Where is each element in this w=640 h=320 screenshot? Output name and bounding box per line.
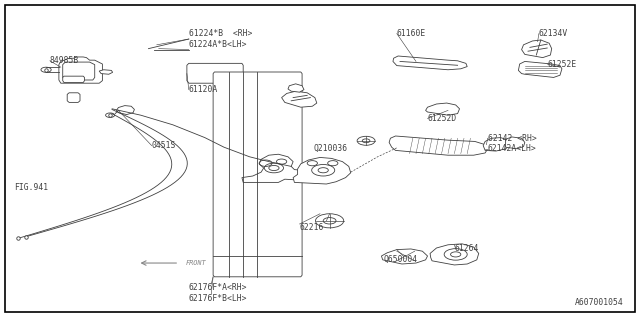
Text: 62176F*A<RH>: 62176F*A<RH> <box>189 284 247 292</box>
Polygon shape <box>518 61 562 77</box>
Text: 61224*B  <RH>: 61224*B <RH> <box>189 29 252 38</box>
Text: 62176F*B<LH>: 62176F*B<LH> <box>189 294 247 303</box>
Text: A607001054: A607001054 <box>575 298 624 307</box>
Polygon shape <box>67 93 80 102</box>
Polygon shape <box>63 62 95 80</box>
Polygon shape <box>242 154 306 182</box>
Text: 61160E: 61160E <box>397 29 426 38</box>
Polygon shape <box>522 40 552 58</box>
Text: Q210036: Q210036 <box>314 144 348 153</box>
Text: 62142A<LH>: 62142A<LH> <box>488 144 536 153</box>
Polygon shape <box>389 136 488 155</box>
Text: 62134V: 62134V <box>539 29 568 38</box>
Polygon shape <box>213 72 302 277</box>
Text: 84985B: 84985B <box>50 56 79 65</box>
Text: 61264: 61264 <box>454 244 479 253</box>
Text: 0451S: 0451S <box>152 141 176 150</box>
Polygon shape <box>99 70 113 74</box>
Polygon shape <box>282 91 317 107</box>
Polygon shape <box>430 244 479 265</box>
Text: 62216: 62216 <box>300 223 324 232</box>
Polygon shape <box>426 103 460 115</box>
Polygon shape <box>116 106 134 115</box>
Polygon shape <box>293 157 351 184</box>
Text: 61252E: 61252E <box>547 60 577 68</box>
Polygon shape <box>483 138 511 151</box>
Text: FRONT: FRONT <box>186 260 206 266</box>
Text: 62142 <RH>: 62142 <RH> <box>488 134 536 143</box>
Polygon shape <box>187 63 243 83</box>
Polygon shape <box>506 137 525 149</box>
Polygon shape <box>288 84 304 92</box>
Text: 61120A: 61120A <box>189 85 218 94</box>
Polygon shape <box>59 57 102 83</box>
Text: 61252D: 61252D <box>428 114 457 123</box>
Text: FIG.941: FIG.941 <box>14 183 48 192</box>
Text: Q650004: Q650004 <box>384 255 418 264</box>
Text: 61224A*B<LH>: 61224A*B<LH> <box>189 40 247 49</box>
Polygon shape <box>63 76 84 83</box>
Polygon shape <box>381 249 428 264</box>
Polygon shape <box>393 56 467 70</box>
